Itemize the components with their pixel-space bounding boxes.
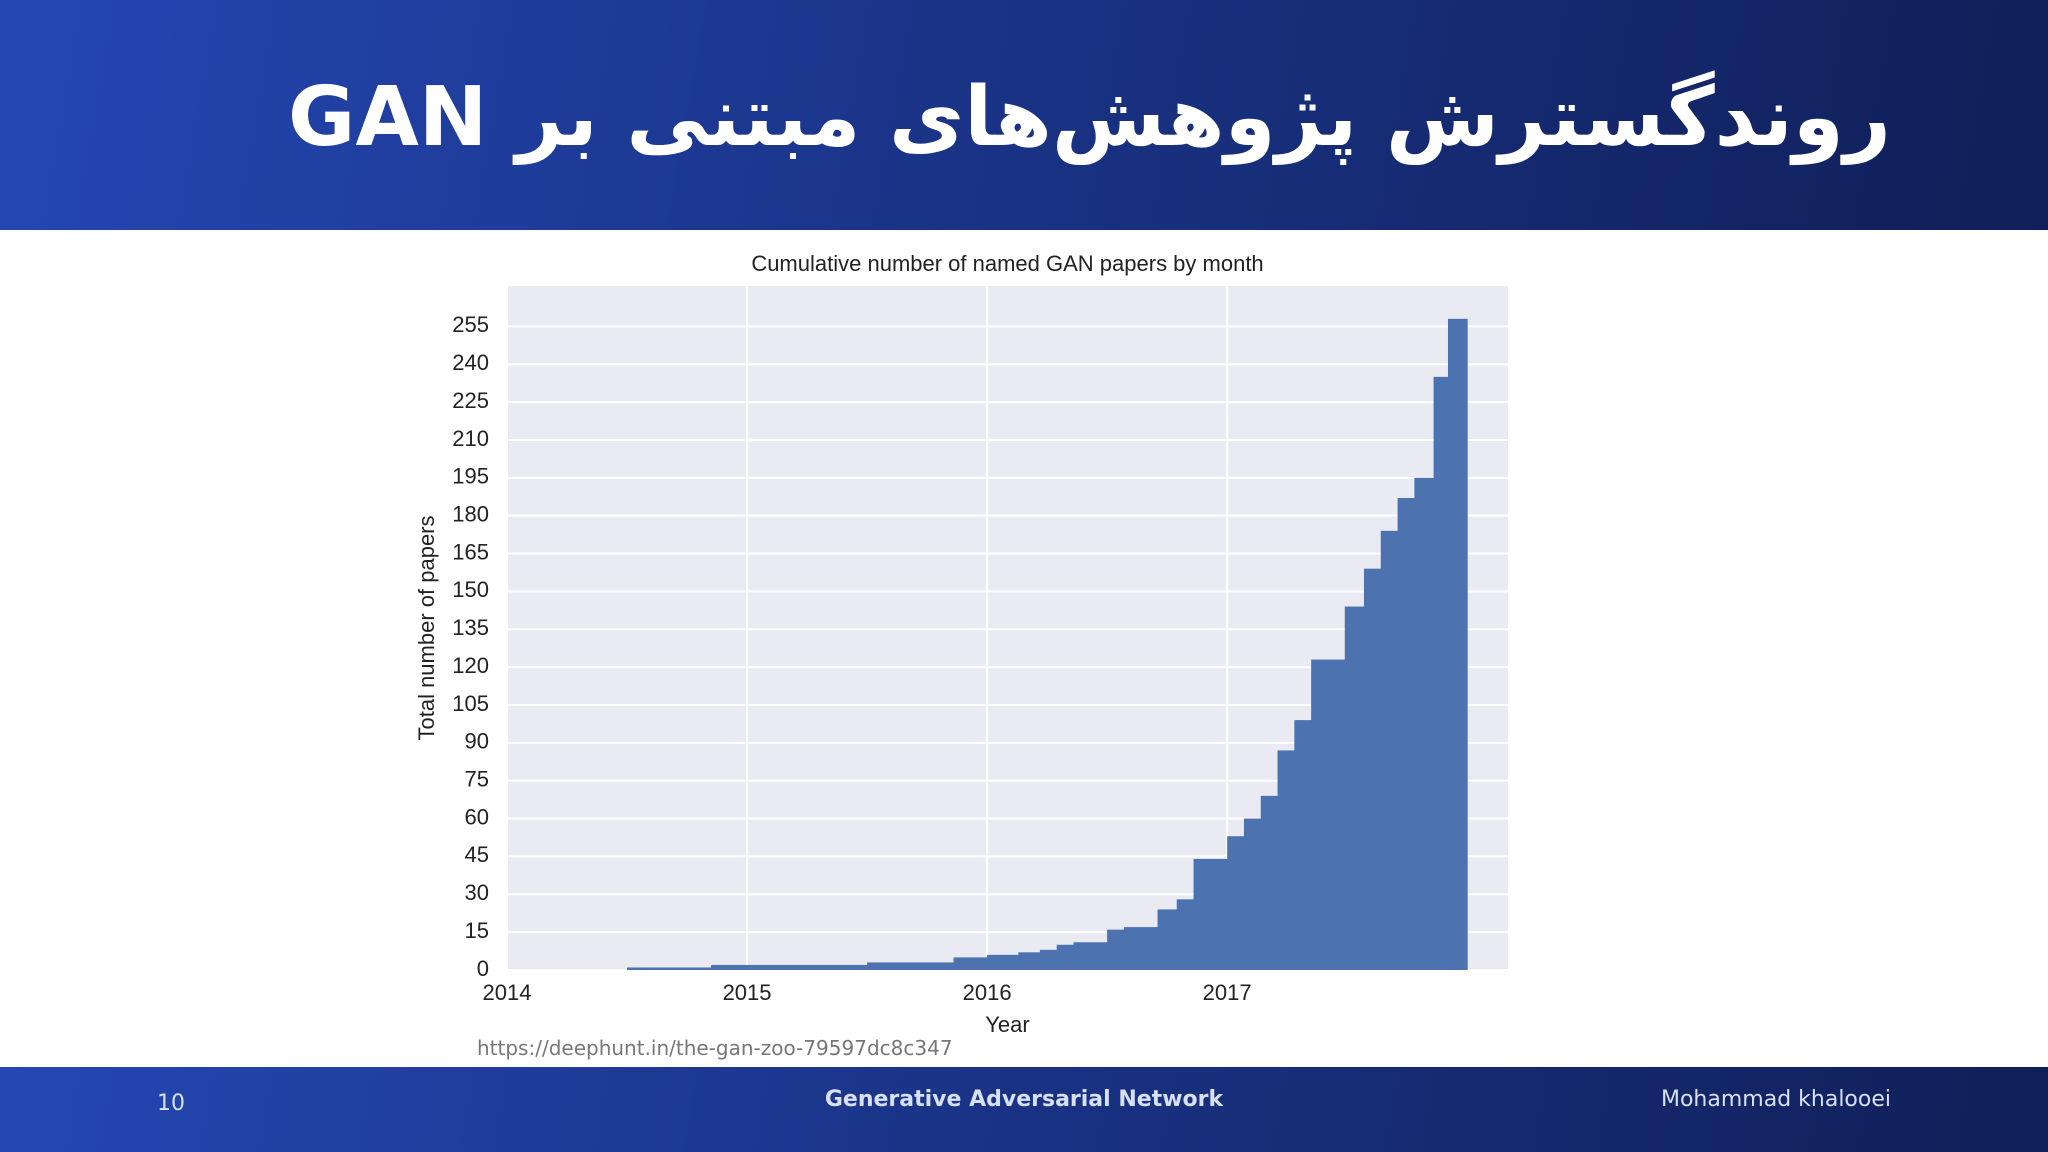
bar: [1123, 927, 1159, 970]
y-tick-label: 45: [465, 842, 489, 867]
bar: [1107, 929, 1125, 970]
x-tick-label: 2015: [723, 980, 772, 1005]
bar: [1397, 498, 1415, 970]
page-number: 10: [157, 1091, 185, 1116]
y-tick-label: 120: [452, 653, 489, 678]
y-tick-label: 195: [452, 464, 489, 489]
bar: [953, 957, 988, 970]
y-tick-label: 135: [452, 615, 489, 640]
y-tick-label: 60: [465, 804, 489, 829]
bar: [1176, 899, 1195, 970]
y-tick-label: 150: [452, 577, 489, 602]
bar: [1243, 818, 1262, 970]
bar: [1363, 568, 1382, 970]
y-tick-label: 210: [452, 426, 489, 451]
bar: [1018, 952, 1041, 970]
bar: [1447, 318, 1468, 971]
y-tick-label: 225: [452, 388, 489, 413]
y-tick-label: 255: [452, 312, 489, 337]
header-band: [0, 0, 2048, 230]
bar: [1260, 795, 1279, 970]
footer-band: [0, 1067, 2048, 1152]
bar: [627, 967, 712, 970]
bar: [1073, 942, 1108, 970]
bar: [1193, 858, 1228, 970]
bar: [1039, 949, 1058, 970]
footer-author: Mohammad khalooei: [1660, 1087, 1891, 1112]
x-tick-label: 2017: [1203, 980, 1252, 1005]
y-tick-label: 15: [465, 918, 489, 943]
bar: [1294, 720, 1312, 970]
y-tick-label: 240: [452, 350, 489, 375]
bar: [1380, 530, 1399, 970]
y-tick-label: 0: [477, 956, 489, 981]
x-tick-label: 2014: [483, 980, 532, 1005]
bar: [1433, 376, 1449, 970]
bar: [1056, 944, 1075, 970]
bar: [1277, 750, 1295, 970]
y-tick-label: 165: [452, 539, 489, 564]
bar: [1311, 659, 1346, 970]
y-tick-label: 105: [452, 691, 489, 716]
y-tick-label: 30: [465, 880, 489, 905]
source-link: https://deephunt.in/the-gan-zoo-79597dc8…: [477, 1036, 953, 1060]
y-tick-label: 180: [452, 501, 489, 526]
bar: [1344, 606, 1365, 970]
bar: [867, 962, 954, 970]
y-axis-label: Total number of papers: [414, 515, 439, 740]
x-tick-label: 2016: [963, 980, 1012, 1005]
footer-center: Generative Adversarial Network: [824, 1087, 1224, 1112]
slide-title: روندگسترش پژوهش‌های مبتنی بر GAN: [288, 70, 1891, 165]
x-axis-label: Year: [985, 1012, 1029, 1037]
y-tick-label: 75: [465, 767, 489, 792]
bar: [987, 954, 1019, 970]
bar: [711, 964, 868, 970]
chart-title: Cumulative number of named GAN papers by…: [751, 251, 1263, 276]
bar: [1414, 477, 1435, 970]
bar: [1157, 909, 1178, 970]
y-tick-label: 90: [465, 729, 489, 754]
bar: [1227, 836, 1245, 970]
chart: Cumulative number of named GAN papers by…: [414, 251, 1508, 1037]
